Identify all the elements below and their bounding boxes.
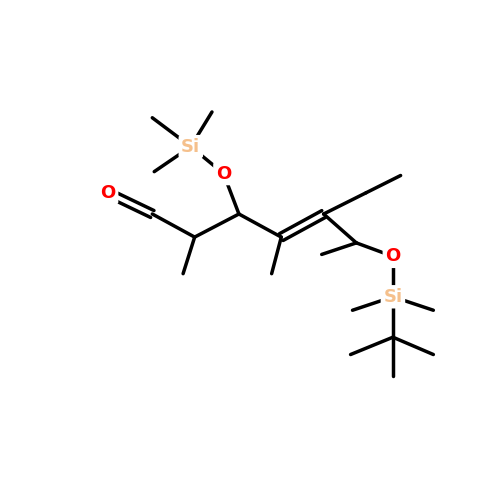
Text: O: O [386,248,400,266]
Text: O: O [100,184,116,202]
Text: Si: Si [384,288,402,306]
Text: O: O [216,164,231,182]
Text: Si: Si [181,138,201,156]
